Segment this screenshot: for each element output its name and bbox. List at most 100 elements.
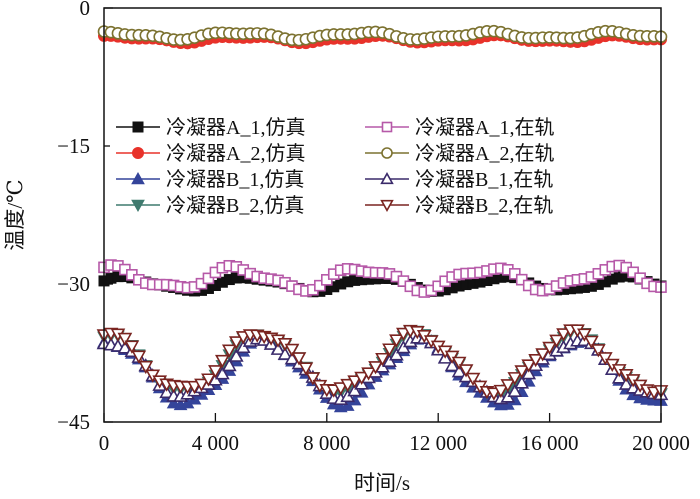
data-point [305, 372, 321, 386]
data-point [521, 359, 537, 373]
x-axis-title: 时间/s [354, 471, 410, 495]
data-point [597, 352, 613, 366]
data-point [298, 362, 314, 376]
data-point [627, 266, 639, 279]
data-point [228, 336, 244, 350]
data-point [465, 372, 481, 387]
data-point [444, 357, 460, 372]
legend-marker-icon [381, 121, 393, 133]
data-point [382, 343, 397, 357]
data-point [361, 367, 376, 381]
legend-item: 冷凝器B_1,在轨 [359, 167, 609, 191]
data-point [486, 387, 502, 401]
data-point [375, 352, 390, 367]
legend-marker-icon [132, 147, 144, 159]
legend-marker-icon [131, 199, 145, 213]
data-point [556, 328, 571, 342]
y-tick-label: −15 [57, 134, 90, 158]
data-point [159, 384, 175, 399]
data-point [368, 361, 383, 375]
data-point [584, 335, 599, 349]
x-tick-label: 20 000 [632, 431, 690, 455]
legend-marker-icon [381, 147, 393, 159]
legend-item: 冷凝器B_2,仿真 [110, 193, 360, 217]
data-point [508, 268, 521, 280]
data-point [493, 384, 509, 399]
data-point [124, 340, 140, 354]
x-tick-label: 12 000 [409, 431, 467, 455]
x-tick-label: 8 000 [303, 431, 350, 455]
y-tick-label: 0 [80, 0, 91, 20]
data-point [221, 344, 237, 358]
plot-marks [96, 24, 669, 413]
legend-item: 冷凝器A_1,在轨 [359, 115, 609, 139]
legend-label: 冷凝器A_2,在轨 [415, 142, 554, 165]
y-tick-label: −30 [57, 272, 90, 296]
legend-label: 冷凝器B_1,在轨 [415, 168, 553, 191]
data-point [333, 382, 349, 396]
data-point [347, 383, 363, 397]
y-axis-title: 温度/℃ [3, 179, 27, 250]
data-point [117, 332, 133, 347]
data-point [194, 378, 209, 392]
data-point [451, 356, 467, 370]
data-point [215, 354, 230, 369]
data-point [117, 340, 133, 354]
data-point [215, 366, 230, 380]
data-point [291, 352, 307, 366]
data-point [577, 328, 592, 342]
legend-marker-icon [380, 199, 394, 213]
data-point [618, 376, 634, 390]
plot-frame [103, 7, 662, 423]
x-tick-label: 0 [99, 431, 110, 455]
data-point [221, 357, 237, 372]
legend-marker-icon [132, 121, 144, 133]
series-6 [97, 24, 668, 47]
legend-label: 冷凝器B_2,仿真 [166, 194, 304, 217]
axis-ticks: 0 4 000 8 000 12 000 16 000 20 000 0 −15 −30 −45 [57, 0, 690, 455]
legend-item: 冷凝器A_1,仿真 [110, 115, 360, 139]
legend-item: 冷凝器B_2,在轨 [359, 193, 609, 217]
data-point [458, 364, 474, 378]
legend-marker-icon [131, 171, 145, 185]
data-point [277, 346, 293, 360]
data-point [535, 348, 550, 362]
legend-label: 冷凝器B_2,在轨 [415, 194, 553, 217]
data-point [284, 343, 300, 358]
data-point [201, 373, 216, 387]
data-point [521, 366, 537, 380]
data-point [528, 353, 544, 368]
legend-item: 冷凝器A_2,仿真 [110, 141, 360, 165]
y-tick-label: −45 [57, 410, 90, 434]
data-point [138, 360, 154, 375]
data-point [514, 375, 530, 389]
data-point [228, 348, 244, 362]
data-point [340, 378, 356, 393]
data-point [131, 350, 147, 364]
series-8 [96, 324, 669, 401]
data-point [542, 341, 557, 355]
series-7 [96, 330, 669, 405]
data-point [270, 341, 286, 355]
data-point [590, 344, 606, 358]
data-point [500, 379, 516, 393]
data-point [314, 279, 326, 292]
data-point [611, 370, 627, 384]
legend-label: 冷凝器B_1,仿真 [166, 168, 304, 191]
data-point [549, 334, 564, 348]
legend-label: 冷凝器A_1,在轨 [415, 116, 554, 139]
data-point [389, 334, 404, 348]
data-point [507, 372, 523, 386]
data-point [389, 347, 404, 361]
data-point [354, 371, 369, 386]
x-tick-label: 16 000 [521, 431, 579, 455]
legend-label: 冷凝器A_1,仿真 [166, 116, 305, 139]
data-point [202, 272, 215, 285]
data-point [347, 375, 363, 389]
legend-item: 冷凝器B_1,仿真 [110, 167, 360, 191]
data-point [208, 365, 223, 379]
data-point [507, 383, 523, 397]
x-tick-label: 4 000 [192, 431, 239, 455]
